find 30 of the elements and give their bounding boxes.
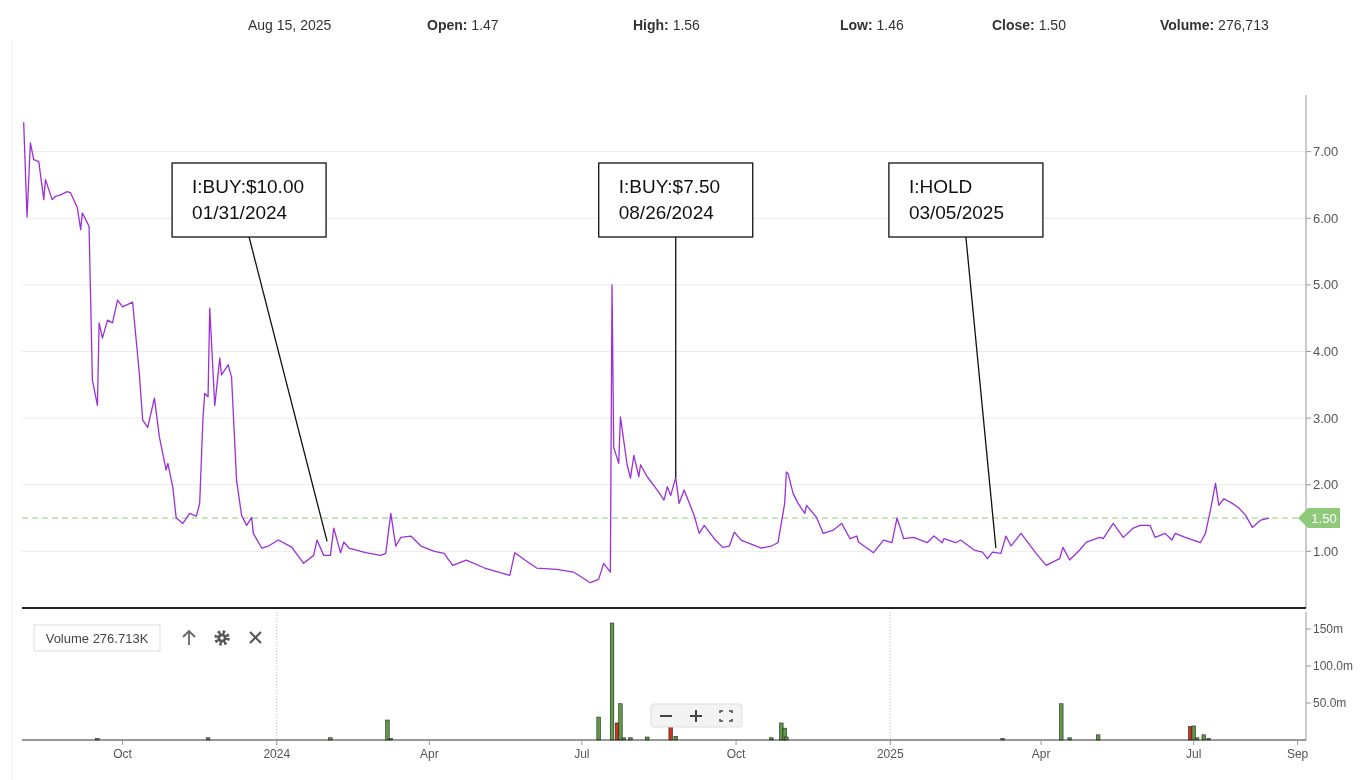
- y-tick-label: 150m: [1313, 622, 1344, 637]
- x-tick-label: 2025: [876, 747, 904, 761]
- y-tick-label: 50.0m: [1313, 696, 1347, 711]
- ref-line-label: 1.50: [1311, 510, 1337, 526]
- annotation: I:BUY:$10.00 01/31/2024: [192, 176, 305, 223]
- x-tick-label: Jul: [574, 747, 590, 761]
- y-tick-label: 6.00: [1313, 210, 1339, 226]
- x-tick-label: Apr: [419, 747, 439, 761]
- text: Aug 15, 2025: [248, 17, 332, 33]
- y-tick-label: 5.00: [1313, 277, 1339, 293]
- x-tick-label: Sep: [1286, 747, 1309, 761]
- x-tick-label: Apr: [1031, 747, 1051, 761]
- annotation: Volume 276.713K: [45, 631, 149, 646]
- y-tick-label: 1.00: [1313, 543, 1339, 559]
- y-tick-label: 2.00: [1313, 477, 1339, 493]
- x-tick-label: Jul: [1186, 747, 1202, 761]
- annotation: I:HOLD 03/05/2025: [908, 176, 1004, 223]
- text: Volume: 276,713: [1160, 17, 1269, 33]
- x-tick-label: Oct: [726, 747, 747, 761]
- y-tick-label: 100.0m: [1313, 659, 1354, 674]
- text: Low: 1.46: [840, 17, 905, 33]
- y-tick-label: 4.00: [1313, 344, 1339, 360]
- annotation: I:BUY:$7.50 08/26/2024: [618, 176, 721, 223]
- text: High: 1.56: [633, 17, 701, 33]
- y-tick-label: 3.00: [1313, 410, 1339, 426]
- text: Close: 1.50: [992, 17, 1067, 33]
- x-tick-label: 2024: [263, 747, 291, 761]
- y-tick-label: 7.00: [1313, 144, 1339, 160]
- x-tick-label: Oct: [113, 747, 133, 761]
- text: Open: 1.47: [427, 17, 499, 33]
